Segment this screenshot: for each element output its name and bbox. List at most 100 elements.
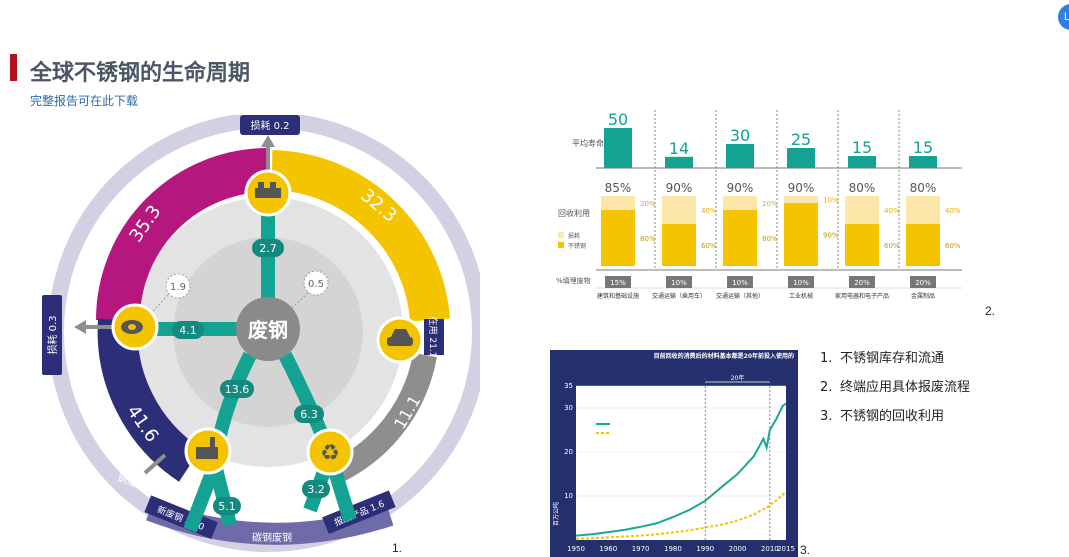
factory-top-icon <box>244 169 292 217</box>
stainless-pct: 60% <box>945 242 961 250</box>
category-label: 金属制品 <box>911 292 935 300</box>
flow-lowright-value: 6.3 <box>300 408 318 421</box>
loss-pct: 20% <box>762 200 778 208</box>
flow-top-value: 2.7 <box>259 242 277 255</box>
loss-segment <box>906 196 940 224</box>
category-label: 工业机械 <box>789 292 813 300</box>
span-label: 20年 <box>731 374 745 382</box>
recycle-icon: ♻ <box>306 428 354 476</box>
end-use-chart: 平均寿命（年） 回收利用 损耗 不锈钢 %填埋废物 50 85% 20% 80% 15%… <box>556 110 962 300</box>
lifetime-bar <box>604 128 632 168</box>
flow-left-value: 4.1 <box>179 324 197 337</box>
y-tick-label: 20 <box>564 448 573 456</box>
legend-stainless: 不锈钢 <box>568 242 586 250</box>
series-line <box>575 490 787 540</box>
lifetime-value: 15 <box>913 138 933 157</box>
carbon-scrap-label: 碳钢废钢 <box>252 531 292 544</box>
series-line <box>575 402 787 537</box>
title-accent-bar <box>10 54 17 81</box>
category-label: 建筑和基础设施 <box>597 292 639 300</box>
car-icon <box>376 316 424 364</box>
loss-pct: 40% <box>945 207 961 215</box>
mill-icon <box>184 427 232 475</box>
legend-in-use: 投入使用 <box>614 420 638 428</box>
recycle-rate: 90% <box>788 181 815 195</box>
legend-scrap: 废钢 <box>614 429 626 437</box>
legend-loss: 损耗 <box>568 232 580 240</box>
loss-pct: 10% <box>823 197 839 205</box>
lifetime-bar <box>665 156 693 168</box>
landfill-bar <box>605 276 631 288</box>
x-tick-label: 1950 <box>567 545 585 553</box>
landfill-bar <box>727 276 753 288</box>
loss-pct: 40% <box>884 207 900 215</box>
landfill-pct: 10% <box>793 279 809 287</box>
y-tick-label: 10 <box>564 492 573 500</box>
landfill-bar <box>849 276 875 288</box>
x-tick-label: 1990 <box>696 545 714 553</box>
dashed-left-value: 1.9 <box>170 282 186 293</box>
figure-2-number: 2. <box>985 304 996 318</box>
recycle-rate: 90% <box>666 181 693 195</box>
lifetime-bar <box>726 144 754 168</box>
line-chart-ylabel: 百万公吨 <box>552 502 560 526</box>
category-label: 交通运输（乘用车） <box>652 292 706 300</box>
avatar[interactable]: L <box>1058 4 1069 30</box>
lifetime-bar <box>909 156 937 168</box>
landfill-row-label: %填埋废物 <box>556 276 591 285</box>
coil-icon <box>111 303 159 351</box>
loss-segment <box>662 196 696 224</box>
note-item-3: 3. 不锈钢的回收利用 <box>820 409 945 424</box>
stainless-segment <box>784 203 818 266</box>
x-tick-label: 1970 <box>632 545 650 553</box>
stainless-segment <box>662 224 696 266</box>
loss-segment <box>784 196 818 203</box>
life-cycle-diagram: 损耗 0.2 损耗 0.3 在用 21.1 碳钢废钢 钢渣 1.2 新废钢 24… <box>42 115 480 552</box>
recycle-rate: 90% <box>727 181 754 195</box>
lifetime-bar <box>787 148 815 168</box>
landfill-bar <box>788 276 814 288</box>
lifetime-value: 14 <box>669 139 689 158</box>
y-tick-label: 30 <box>564 404 573 412</box>
report-download-link[interactable]: 完整报告可在此下载 <box>30 94 139 108</box>
category-label: 交通运输（其他） <box>716 292 764 300</box>
plot-area <box>576 386 786 540</box>
figure-notes: 1. 不锈钢库存和流通 2. 终端应用具体报废流程 3. 不锈钢的回收利用 <box>820 350 970 437</box>
x-tick-label: 1960 <box>599 545 617 553</box>
stainless-pct: 90% <box>823 232 839 240</box>
scrap-center-node <box>236 297 300 361</box>
recycle-rate: 80% <box>849 181 876 195</box>
flow-bottom-right-value: 3.2 <box>307 483 325 496</box>
x-tick-label: 2015 <box>777 545 795 553</box>
lifetime-bar <box>848 156 876 168</box>
scrap-center-label: 废钢 <box>248 318 288 342</box>
svg-text:♻: ♻ <box>320 441 340 466</box>
loss-left-label: 损耗 0.3 <box>46 315 59 354</box>
landfill-pct: 10% <box>671 279 687 287</box>
recycle-row-label: 回收利用 <box>558 208 590 218</box>
loss-pct: 20% <box>640 200 656 208</box>
lifetime-row-label: 平均寿命（年） <box>572 138 628 148</box>
dashed-right-value: 0.5 <box>308 279 324 290</box>
lifetime-value: 30 <box>730 126 750 145</box>
recycle-rate: 80% <box>910 181 937 195</box>
stainless-segment <box>601 210 635 266</box>
flow-bottom-left-value: 5.1 <box>218 500 236 513</box>
in-use-label: 在用 21.1 <box>427 317 439 358</box>
line-chart-title: 目前回收的消费后的材料基本都是20年前投入使用的 <box>654 352 794 360</box>
x-tick-label: 2010 <box>761 545 779 553</box>
loss-segment <box>601 196 635 210</box>
landfill-pct: 20% <box>915 279 931 287</box>
note-item-1: 1. 不锈钢库存和流通 <box>820 351 945 366</box>
stainless-segment <box>906 224 940 266</box>
x-tick-label: 1980 <box>664 545 682 553</box>
lifetime-value: 25 <box>791 130 811 149</box>
landfill-bar <box>910 276 936 288</box>
stainless-pct: 60% <box>701 242 717 250</box>
loss-left-badge <box>42 295 62 375</box>
flow-lowleft-value: 13.6 <box>225 383 250 396</box>
loss-top-label: 损耗 0.2 <box>250 119 289 132</box>
landfill-bar <box>666 276 692 288</box>
recycling-line-chart: 目前回收的消费后的材料基本都是20年前投入使用的 10 20 30 35 1950 196… <box>550 350 798 557</box>
recycle-rate: 85% <box>605 181 632 195</box>
